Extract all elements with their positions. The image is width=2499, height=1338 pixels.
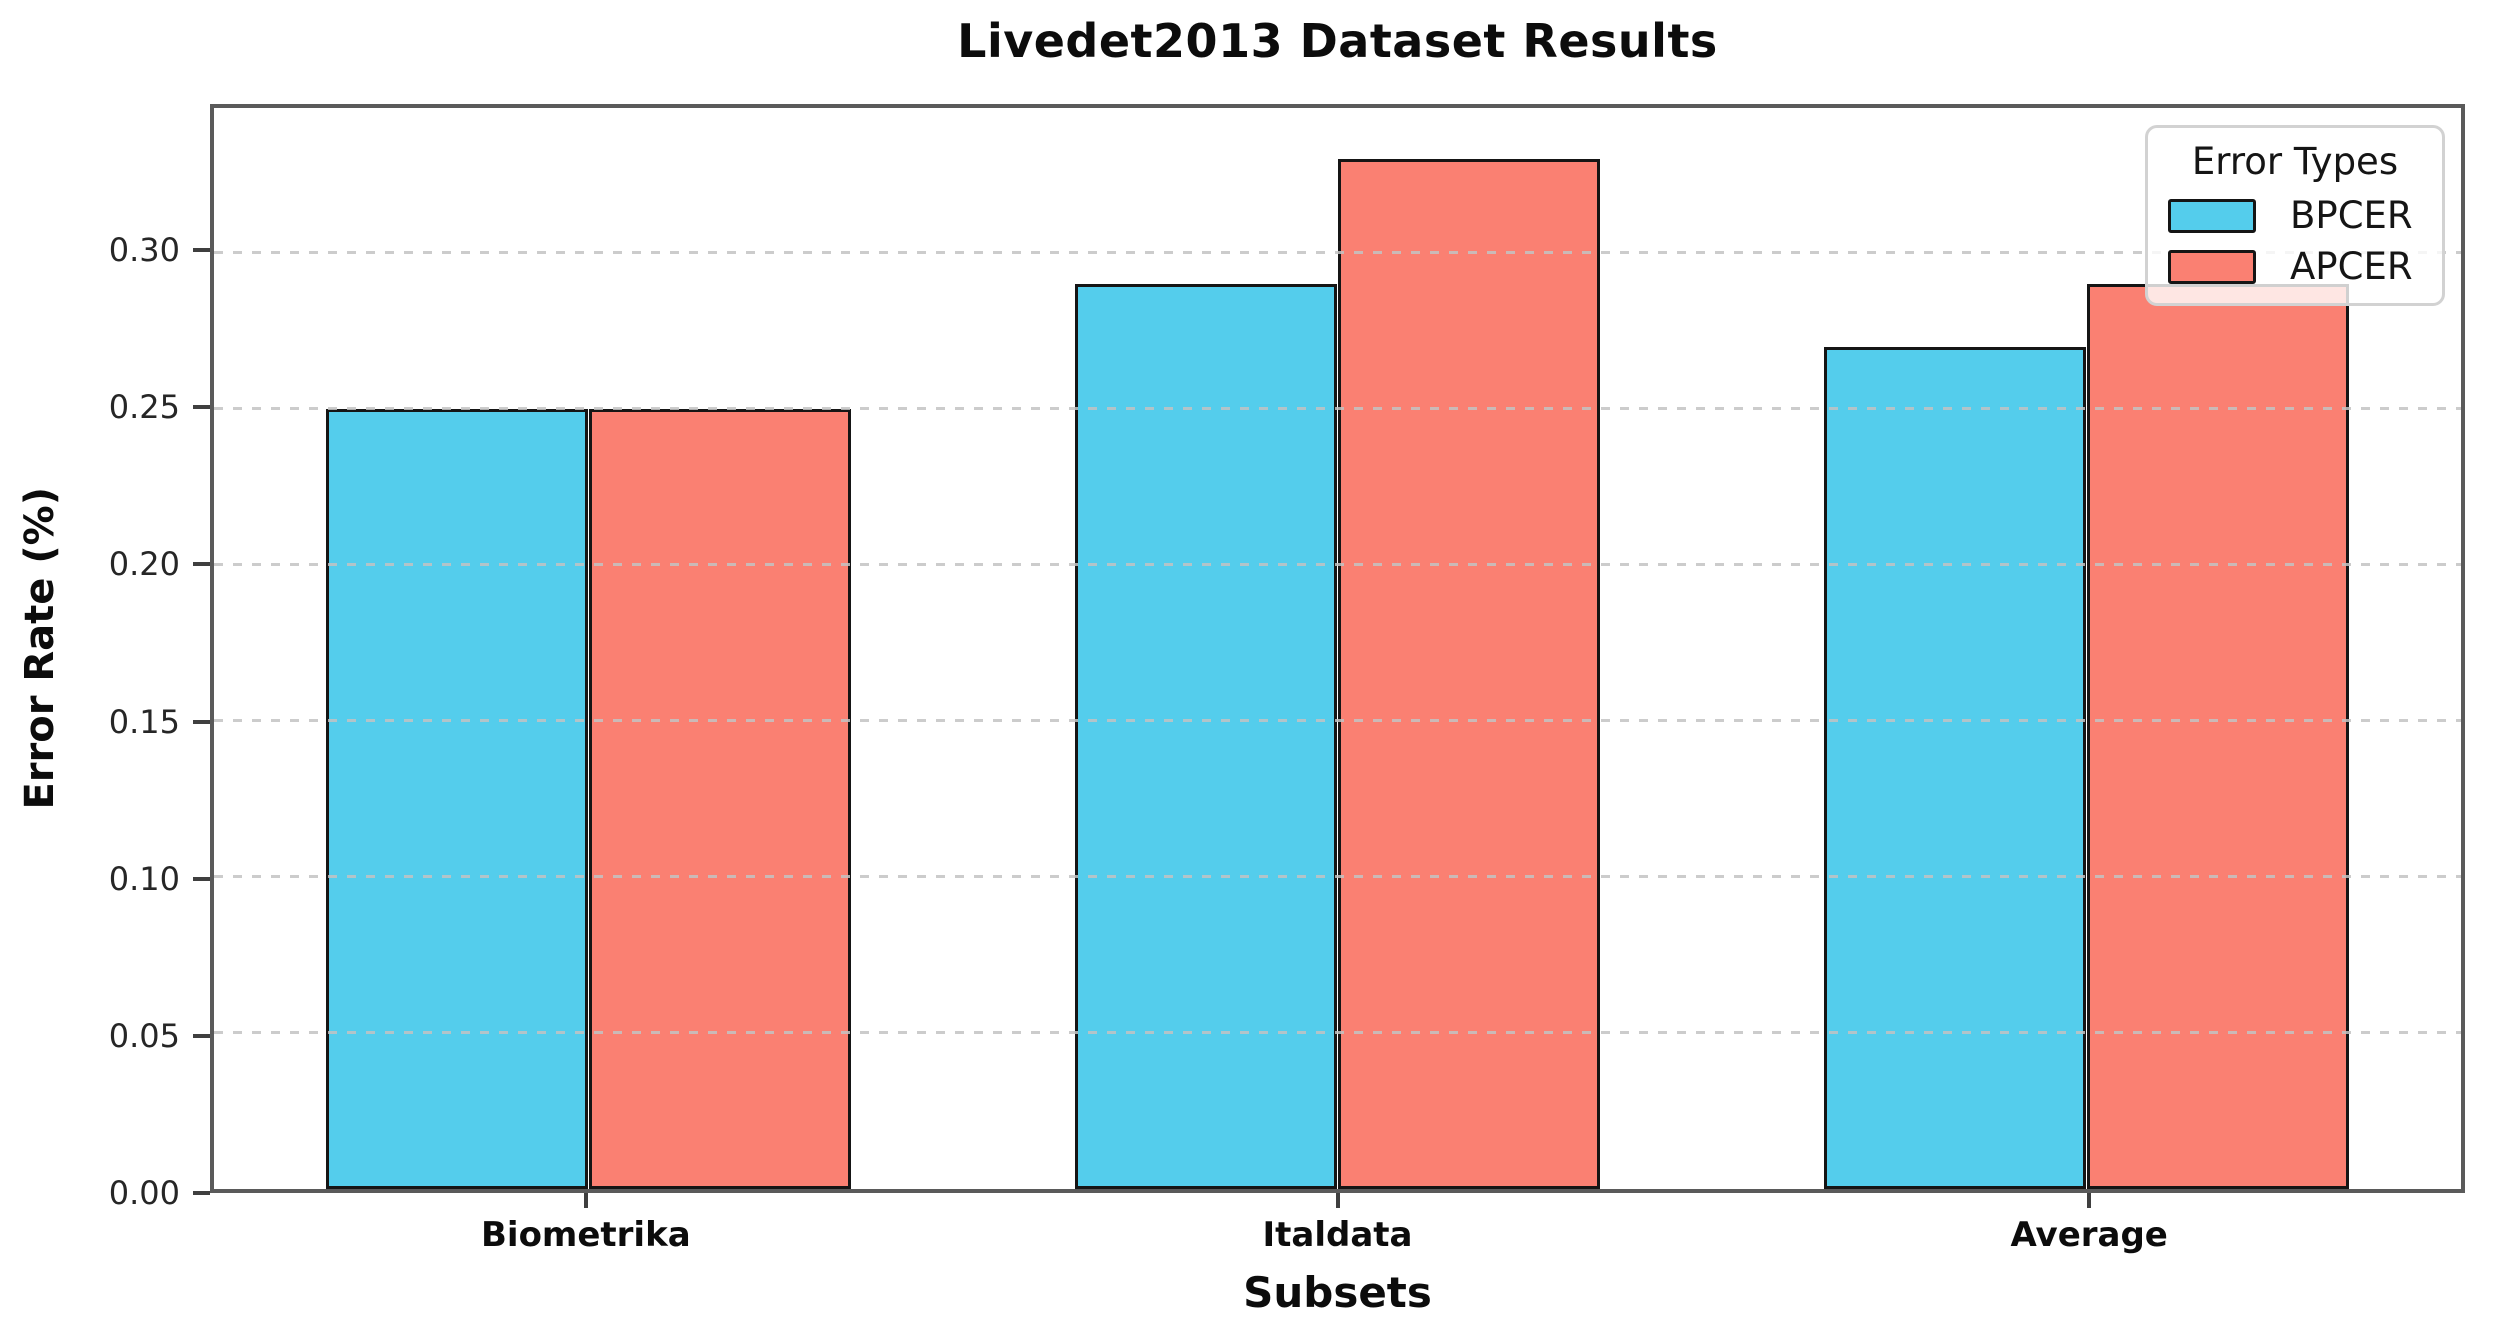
- x-tick-italdata: [1335, 1193, 1340, 1208]
- y-tick-0.00: [193, 1191, 210, 1195]
- bar-biometrika-apcer: [588, 409, 851, 1189]
- legend-swatch-bpcer: [2168, 198, 2256, 233]
- y-tick-0.15: [193, 719, 210, 724]
- bar-italdata-apcer: [1337, 159, 1600, 1189]
- legend-entry-bpcer: BPCER: [2168, 197, 2422, 234]
- y-tick-label-0.30: 0.30: [108, 231, 180, 270]
- bar-average-apcer: [2086, 284, 2349, 1189]
- y-tick-0.30: [193, 248, 210, 253]
- x-axis-label: Subsets: [1243, 1268, 1432, 1317]
- y-tick-0.20: [193, 562, 210, 567]
- legend-label-apcer: APCER: [2290, 245, 2413, 288]
- y-tick-label-0.15: 0.15: [108, 702, 180, 741]
- y-tick-label-0.05: 0.05: [108, 1016, 180, 1055]
- gridline-0.20: [214, 563, 2461, 567]
- bar-average-bpcer: [1824, 346, 2087, 1189]
- x-tick-biometrika: [583, 1193, 588, 1208]
- bar-italdata-bpcer: [1075, 284, 1338, 1189]
- gridline-0.10: [214, 875, 2461, 879]
- x-axis: Biometrika Italdata Average: [210, 1193, 2465, 1273]
- legend-title: Error Types: [2191, 140, 2399, 183]
- y-tick-label-0.25: 0.25: [108, 388, 180, 427]
- x-tick-average: [2087, 1193, 2092, 1208]
- gridline-0.25: [214, 407, 2461, 411]
- x-tick-label-average: Average: [2010, 1215, 2168, 1255]
- plot-area: [210, 104, 2465, 1193]
- x-tick-label-italdata: Italdata: [1262, 1215, 1413, 1255]
- legend-swatch-apcer: [2168, 249, 2256, 284]
- y-tick-label-0.10: 0.10: [108, 859, 180, 898]
- y-tick-label-0.00: 0.00: [108, 1174, 180, 1212]
- gridline-0.05: [214, 1031, 2461, 1035]
- gridline-0.30: [214, 251, 2461, 255]
- bar-biometrika-bpcer: [326, 409, 589, 1189]
- x-tick-label-biometrika: Biometrika: [481, 1215, 691, 1255]
- legend-entry-apcer: APCER: [2168, 248, 2422, 285]
- y-tick-0.05: [193, 1033, 210, 1038]
- y-tick-0.25: [193, 405, 210, 410]
- chart-title: Livedet2013 Dataset Results: [957, 14, 1718, 68]
- legend: Error Types BPCER APCER: [2145, 125, 2445, 306]
- gridline-0.15: [214, 719, 2461, 723]
- y-tick-0.10: [193, 876, 210, 881]
- legend-label-bpcer: BPCER: [2290, 194, 2413, 237]
- y-axis: 0.00 0.05 0.10 0.15 0.20 0.25 0.30: [0, 104, 210, 1209]
- y-tick-label-0.20: 0.20: [108, 545, 180, 584]
